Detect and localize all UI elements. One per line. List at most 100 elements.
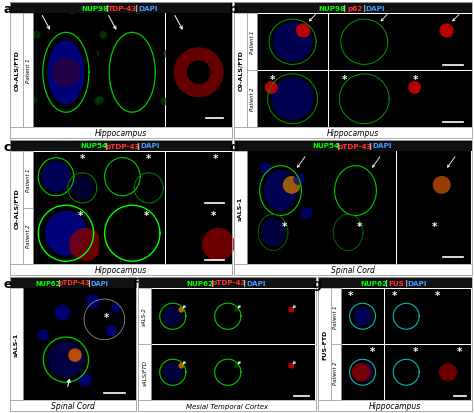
Bar <box>138 277 316 288</box>
Bar <box>206 289 261 344</box>
Text: sALS-1: sALS-1 <box>14 332 19 356</box>
Circle shape <box>293 174 305 186</box>
Text: sALS/FTD: sALS/FTD <box>142 359 147 385</box>
Bar <box>23 14 33 128</box>
Bar <box>318 277 472 411</box>
Text: NUP54: NUP54 <box>312 143 339 149</box>
Circle shape <box>111 304 120 313</box>
Text: NUP98: NUP98 <box>319 5 346 12</box>
Text: c: c <box>3 141 10 154</box>
Text: pTDP-43: pTDP-43 <box>211 280 246 286</box>
Text: |: | <box>104 5 112 12</box>
Bar <box>385 289 428 344</box>
Circle shape <box>439 24 454 38</box>
Circle shape <box>68 349 82 362</box>
Circle shape <box>128 132 136 140</box>
Bar <box>33 14 99 128</box>
Bar <box>234 141 472 152</box>
Text: |: | <box>361 5 368 12</box>
Bar <box>10 277 136 411</box>
Circle shape <box>96 97 104 105</box>
Text: Patient 2: Patient 2 <box>26 224 30 248</box>
Bar <box>166 14 231 128</box>
Text: *: * <box>431 221 437 231</box>
Circle shape <box>202 228 235 261</box>
Bar <box>10 14 23 128</box>
Bar <box>318 400 472 411</box>
Text: *: * <box>80 154 85 164</box>
Text: b: b <box>229 3 238 16</box>
Text: a: a <box>3 3 11 16</box>
Circle shape <box>288 307 294 313</box>
Bar <box>328 14 400 71</box>
Bar <box>428 345 472 400</box>
Bar <box>234 264 472 275</box>
Text: Patient 1: Patient 1 <box>249 31 255 54</box>
Text: *: * <box>144 210 149 220</box>
Text: sALS-1: sALS-1 <box>238 196 243 220</box>
Bar <box>100 152 165 208</box>
Text: Hippocampus: Hippocampus <box>95 266 147 274</box>
Circle shape <box>234 364 238 368</box>
Text: |: | <box>383 279 391 286</box>
Text: *: * <box>78 210 83 220</box>
Ellipse shape <box>261 218 285 247</box>
Text: NUP62: NUP62 <box>186 280 213 286</box>
Text: NUP62: NUP62 <box>361 280 388 286</box>
Bar <box>138 344 151 400</box>
Circle shape <box>260 163 272 174</box>
Text: *: * <box>282 221 287 231</box>
Bar <box>261 289 316 344</box>
Bar <box>10 400 136 411</box>
Circle shape <box>38 330 49 341</box>
Bar <box>10 264 232 275</box>
Circle shape <box>352 363 370 381</box>
Bar <box>10 288 23 400</box>
Text: pTDP-43: pTDP-43 <box>337 143 372 149</box>
Text: DAPI: DAPI <box>366 5 385 12</box>
Bar <box>331 288 341 344</box>
Circle shape <box>97 51 104 59</box>
Ellipse shape <box>353 363 372 382</box>
Circle shape <box>288 363 294 369</box>
Text: |: | <box>103 142 110 150</box>
Text: Hippocampus: Hippocampus <box>369 401 421 410</box>
Bar <box>234 3 472 139</box>
Bar <box>100 14 165 128</box>
Circle shape <box>68 7 76 15</box>
Ellipse shape <box>264 171 297 211</box>
Text: f: f <box>133 277 138 290</box>
Text: *: * <box>348 290 353 300</box>
Text: Hippocampus: Hippocampus <box>95 129 147 138</box>
Text: DAPI: DAPI <box>372 143 392 149</box>
Bar <box>261 345 316 400</box>
Circle shape <box>178 307 184 313</box>
Text: C9-ALS/FTD: C9-ALS/FTD <box>238 50 243 91</box>
Bar <box>166 209 231 264</box>
Circle shape <box>135 7 142 15</box>
Text: DAPI: DAPI <box>408 280 428 286</box>
Text: |: | <box>56 279 63 286</box>
Text: |: | <box>135 142 143 150</box>
Bar <box>33 152 99 208</box>
Bar <box>341 289 384 344</box>
Circle shape <box>106 325 117 337</box>
Bar <box>257 14 328 71</box>
Ellipse shape <box>48 342 84 378</box>
Text: DAPI: DAPI <box>140 143 160 149</box>
Text: *: * <box>104 313 109 323</box>
Bar <box>322 152 396 264</box>
Bar <box>234 14 247 128</box>
Circle shape <box>62 132 69 140</box>
Text: |: | <box>367 142 374 150</box>
Circle shape <box>187 61 210 85</box>
Bar <box>341 345 384 400</box>
Text: Hippocampus: Hippocampus <box>327 129 379 138</box>
Text: *: * <box>413 75 419 85</box>
Text: *: * <box>435 290 440 300</box>
Bar <box>428 289 472 344</box>
Text: pTDP-43: pTDP-43 <box>59 280 91 286</box>
Circle shape <box>283 176 301 195</box>
Bar <box>234 128 472 139</box>
Text: |: | <box>241 279 248 286</box>
